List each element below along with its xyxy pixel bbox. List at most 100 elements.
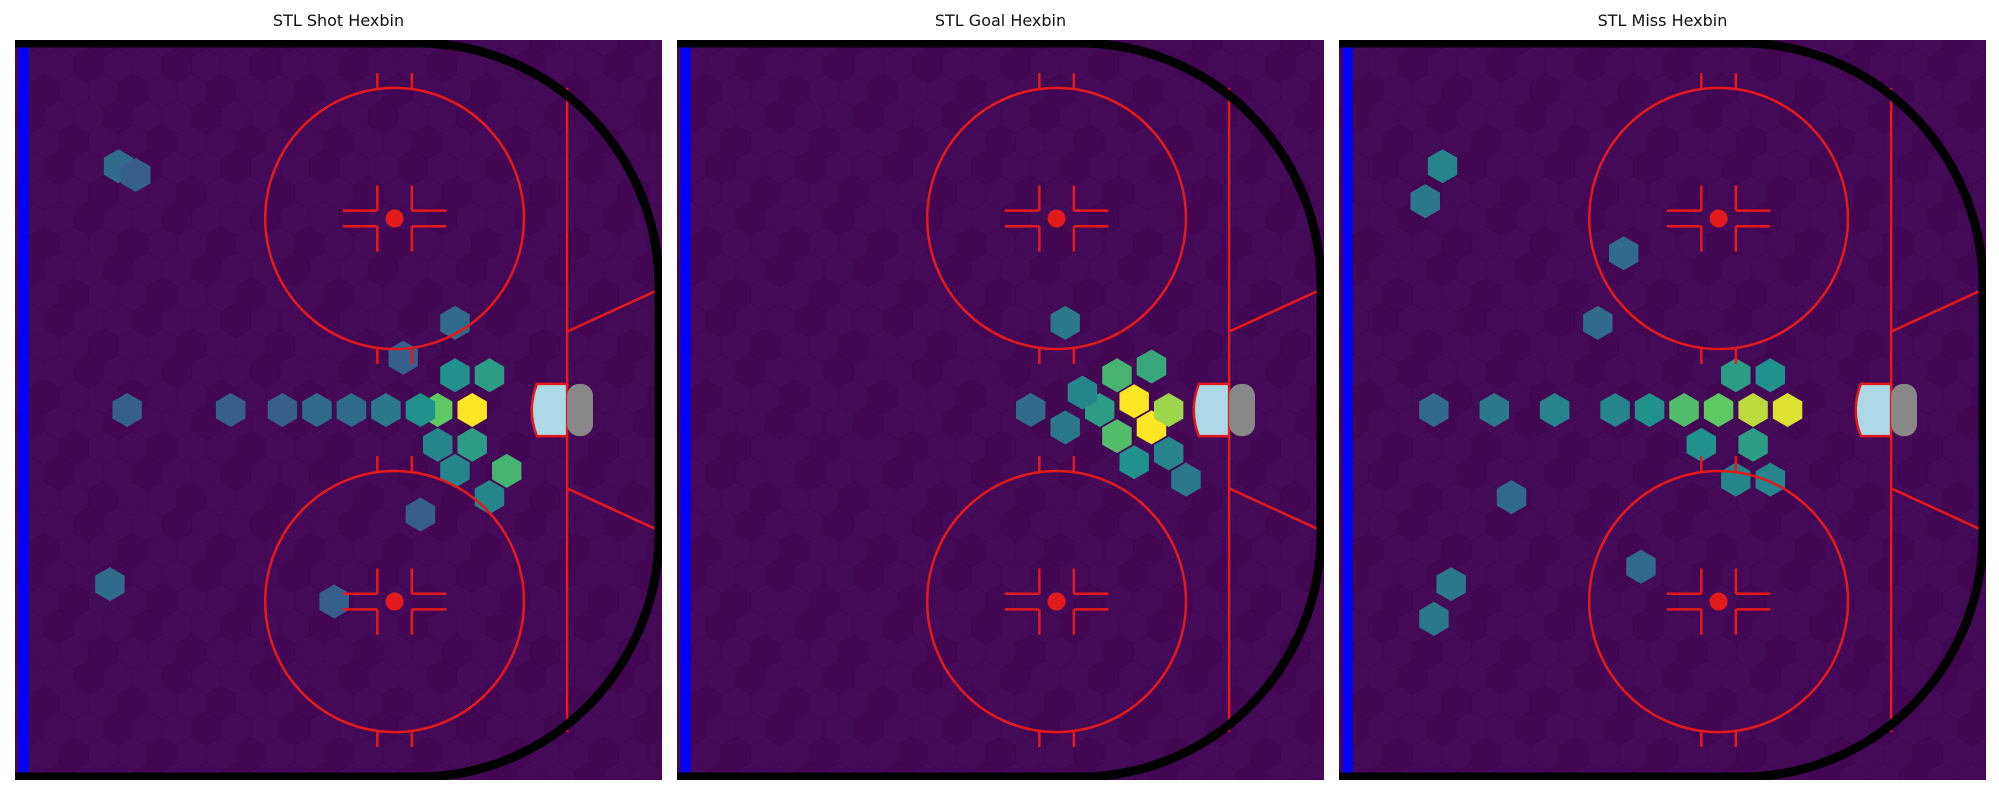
- hex-cell: [474, 358, 505, 393]
- hex-bg: [647, 176, 662, 210]
- crease: [530, 382, 569, 438]
- hash-marks: [342, 456, 447, 747]
- hex-cell: [1136, 349, 1167, 384]
- hex-cell: [1600, 393, 1630, 427]
- hex-cell: [1669, 393, 1699, 427]
- hex-bg: [1987, 661, 1999, 695]
- hex-cell: [1154, 393, 1184, 427]
- hex-bg: [1987, 763, 1999, 797]
- faceoff-dot: [1047, 209, 1066, 228]
- hex-cell: [405, 393, 436, 427]
- hex-bg: [1971, 40, 1986, 57]
- hex-cell: [1496, 480, 1527, 515]
- hash-marks: [1004, 73, 1109, 364]
- hex-cell: [1436, 567, 1466, 602]
- hex-cell: [1703, 393, 1734, 427]
- hex-cell: [457, 393, 487, 427]
- hex-cell: [267, 393, 298, 427]
- hex-bg: [647, 686, 662, 720]
- hex-bg: [1971, 737, 1986, 771]
- hex-cell: [1102, 419, 1132, 454]
- crease: [1192, 382, 1231, 438]
- hex-cell: [492, 453, 522, 488]
- rink: [15, 40, 662, 780]
- hex-cell: [1738, 393, 1768, 427]
- hex-bg: [633, 762, 662, 780]
- hex-bg: [647, 737, 662, 771]
- hex-bg: [1987, 355, 1999, 389]
- chart-title: STL Shot Hexbin: [273, 11, 404, 30]
- hex-cell: [1609, 236, 1639, 271]
- hex-bg: [1971, 176, 1986, 210]
- faceoff-dot: [385, 209, 404, 228]
- trapezoid: [1228, 286, 1324, 534]
- faceoff-circle: [1587, 469, 1850, 734]
- chart-title: STL Miss Hexbin: [1598, 11, 1728, 30]
- hex-cell: [95, 567, 125, 602]
- hex-cell: [457, 427, 487, 462]
- hex-cell: [1119, 445, 1149, 480]
- hex-bg: [1971, 635, 1986, 669]
- hex-cell: [1050, 305, 1080, 340]
- hex-bg: [1309, 635, 1324, 669]
- net: [567, 383, 593, 437]
- chart-title: STL Goal Hexbin: [935, 11, 1066, 30]
- hex-cell: [1738, 427, 1768, 462]
- hex-bg: [1987, 100, 1999, 134]
- hash-marks: [1004, 456, 1109, 747]
- hex-bg: [1309, 40, 1324, 57]
- hex-bg: [1987, 406, 1999, 440]
- hex-cell: [371, 393, 401, 427]
- hex-bg: [1309, 176, 1324, 210]
- hex-bg: [1309, 686, 1324, 720]
- hex-cell: [440, 358, 470, 393]
- hex-cell: [1772, 393, 1803, 427]
- hex-bg: [1971, 125, 1986, 159]
- boards: [677, 40, 1324, 780]
- hex-cell: [121, 157, 151, 192]
- panel: STL Miss Hexbin: [1339, 11, 1999, 797]
- hash-marks: [1666, 456, 1771, 747]
- hex-cell: [1067, 375, 1098, 410]
- hex-bg: [1987, 610, 1999, 644]
- hex-bg: [1987, 49, 1999, 83]
- faceoff-circle: [263, 469, 526, 734]
- hex-cell: [1755, 462, 1786, 497]
- hex-cell: [1171, 462, 1201, 497]
- faceoff-dot: [385, 592, 404, 611]
- faceoff-circle: [263, 86, 526, 351]
- faceoff-circle: [925, 469, 1188, 734]
- hex-bg: [647, 125, 662, 159]
- hex-cell: [1154, 436, 1184, 471]
- hex-bg: [1987, 712, 1999, 746]
- crease: [1854, 382, 1893, 438]
- faceoff-dot: [1047, 592, 1066, 611]
- hex-bg: [1987, 253, 1999, 287]
- boards: [15, 40, 662, 780]
- hex-cell: [1755, 358, 1786, 393]
- hex-cell: [1419, 601, 1449, 636]
- panel: STL Goal Hexbin: [677, 11, 1324, 780]
- hex-bg: [647, 40, 662, 57]
- hex-bg: [1987, 559, 1999, 593]
- faceoff-circle: [1587, 86, 1850, 351]
- hex-cell: [1119, 384, 1149, 419]
- rink: [1339, 40, 1986, 780]
- hex-bg: [647, 74, 662, 108]
- hex-cell: [1721, 358, 1751, 393]
- hex-cell: [1686, 427, 1716, 462]
- hash-marks: [1666, 73, 1771, 364]
- hex-bg: [1295, 762, 1324, 780]
- hex-cell: [1419, 393, 1449, 427]
- hex-bg: [1987, 202, 1999, 236]
- faceoff-dot: [1709, 592, 1728, 611]
- faceoff-circle: [925, 86, 1188, 351]
- hex-cell: [215, 393, 246, 427]
- hex-cell: [302, 393, 332, 427]
- hex-cell: [1634, 393, 1665, 427]
- hex-bg: [1309, 74, 1324, 108]
- boards: [1339, 40, 1986, 780]
- hex-bg: [1987, 457, 1999, 491]
